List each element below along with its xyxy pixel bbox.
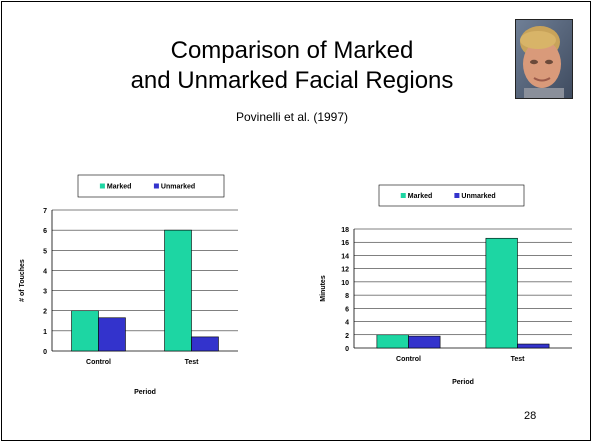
y-tick-label: 6 — [345, 306, 349, 313]
y-tick-label: 4 — [345, 320, 349, 327]
bar-marked-test — [485, 237, 518, 349]
x-tick-label: Control — [86, 359, 111, 366]
y-tick-label: 4 — [43, 268, 47, 275]
bar-marked-test — [164, 229, 192, 352]
portrait-photo — [515, 19, 573, 99]
y-tick-label: 5 — [43, 248, 47, 255]
y-tick-label: 2 — [43, 309, 47, 316]
legend-swatch-marked — [400, 193, 406, 198]
bar-unmarked-test — [517, 343, 550, 349]
legend-swatch-unmarked — [454, 193, 460, 198]
y-tick-label: 12 — [341, 267, 349, 274]
y-tick-label: 16 — [341, 240, 349, 247]
y-tick-label: 14 — [341, 253, 349, 260]
y-tick-label: 7 — [43, 208, 47, 215]
bar-unmarked-control — [408, 335, 441, 349]
y-tick-label: 0 — [43, 349, 47, 356]
bar-marked-control — [376, 334, 409, 349]
bar-marked-control — [71, 310, 99, 352]
y-tick-label: 18 — [341, 227, 349, 234]
chart-touches: 0 1 2 3 4 5 6 7 Control Test Period # of Touches Mar… — [19, 174, 238, 396]
legend-swatch-marked — [99, 183, 105, 189]
x-axis-label: Period — [452, 379, 474, 386]
x-tick-label: Control — [396, 356, 421, 363]
slide-subtitle: Povinelli et al. (1997) — [235, 110, 349, 124]
x-tick-label: Test — [511, 356, 526, 363]
bar-unmarked-control — [98, 317, 126, 352]
legend-box — [378, 184, 525, 207]
title-line-1: Comparison of Marked — [170, 37, 414, 64]
chart-minutes: 0 2 4 6 8 10 12 14 16 18 Control Test Period Minutes M… — [320, 184, 572, 386]
y-tick-label: 3 — [43, 289, 47, 296]
legend-swatch-unmarked — [153, 183, 159, 189]
slide-title: Comparison of Marked and Unmarked Facial… — [72, 36, 512, 96]
x-axis-label: Period — [134, 389, 156, 396]
y-tick-label: 0 — [345, 346, 349, 353]
y-tick-label: 6 — [43, 228, 47, 235]
legend-label-unmarked: Unmarked — [161, 184, 195, 191]
legend-label-marked: Marked — [408, 193, 433, 200]
legend-box — [77, 174, 225, 198]
x-tick-label: Test — [185, 359, 200, 366]
y-tick-label: 1 — [43, 329, 47, 336]
y-tick-label: 8 — [345, 293, 349, 300]
y-axis-label: Minutes — [320, 275, 327, 302]
legend-label-unmarked: Unmarked — [461, 193, 495, 200]
bar-unmarked-test — [191, 336, 219, 352]
y-axis-label: # of Touches — [19, 259, 26, 302]
legend-label-marked: Marked — [107, 184, 132, 191]
page-number: 28 — [524, 410, 537, 422]
title-line-2: and Unmarked Facial Regions — [130, 67, 454, 94]
y-tick-label: 10 — [341, 280, 349, 287]
y-tick-label: 2 — [345, 333, 349, 340]
